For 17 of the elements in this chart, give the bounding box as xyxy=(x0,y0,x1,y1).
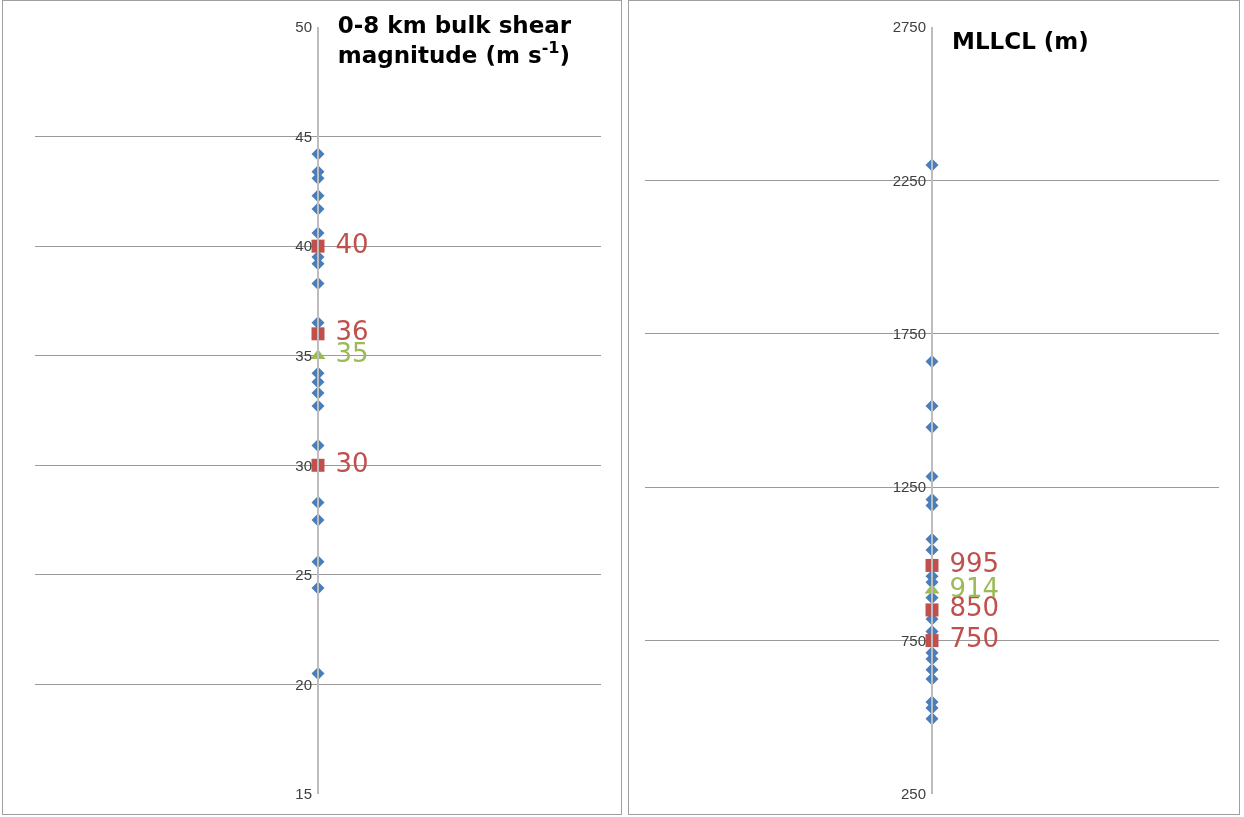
y-tick-label: 250 xyxy=(900,785,926,803)
y-tick-label: 2250 xyxy=(892,171,926,189)
chart-title: 0-8 km bulk shear magnitude (m s$^{-1}$) xyxy=(337,12,572,68)
y-tick-label: 2750 xyxy=(892,18,926,36)
y-tick-label: 25 xyxy=(295,566,312,584)
y-tick-label: 15 xyxy=(295,785,312,803)
y-tick-label: 45 xyxy=(295,127,312,145)
y-tick-label: 1250 xyxy=(892,478,926,496)
y-tick-label: 750 xyxy=(900,631,926,649)
y-tick-label: 35 xyxy=(295,346,312,364)
y-tick-label: 30 xyxy=(295,456,312,474)
y-tick-label: 1750 xyxy=(892,325,926,343)
data-label: 995 xyxy=(941,547,1000,578)
y-tick-label: 40 xyxy=(295,237,312,255)
y-tick-label: 20 xyxy=(295,675,312,693)
chart-title: MLLCL (m) xyxy=(952,28,1089,55)
y-tick-label: 50 xyxy=(295,18,312,36)
